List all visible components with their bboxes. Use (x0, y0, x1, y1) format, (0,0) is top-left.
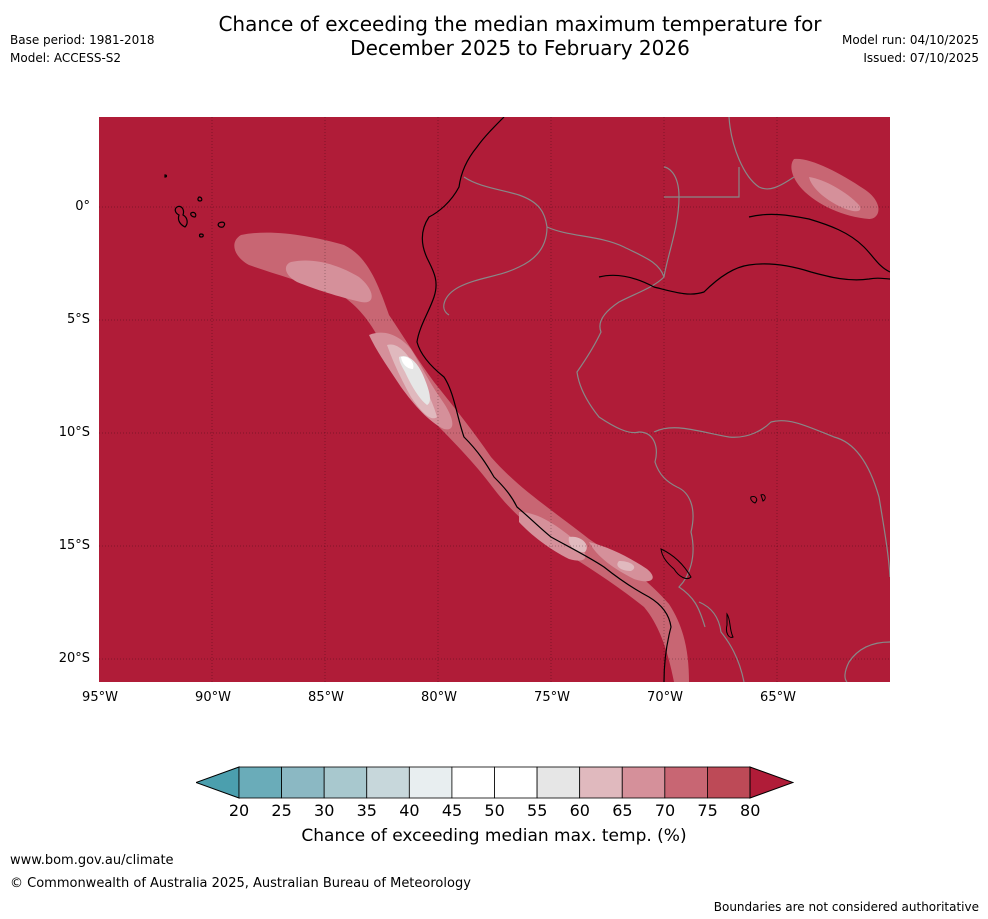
title-line-2: December 2025 to February 2026 (350, 36, 690, 60)
galapagos-islands (164, 174, 226, 238)
colorbar-bins (238, 766, 751, 799)
model-run: Model run: 04/10/2025 (841, 33, 979, 47)
lat-label-15s: 15°S (58, 538, 90, 553)
map-panel (99, 117, 890, 682)
colorbar-bin (494, 766, 538, 799)
meta-right: Model run: 04/10/2025 Issued: 07/10/2025 (842, 31, 979, 67)
cb-tick-45: 45 (441, 801, 463, 820)
cb-tick-70: 70 (654, 801, 676, 820)
lon-label-80w: 80°W (421, 690, 457, 705)
footer-disclaimer: Boundaries are not considered authoritat… (713, 900, 979, 914)
inland-lakes (660, 494, 766, 638)
issued-date: Issued: 07/10/2025 (863, 51, 979, 65)
cb-tick-60: 60 (569, 801, 590, 820)
colorbar-over-arrow (749, 766, 794, 799)
cb-tick-40: 40 (399, 801, 420, 820)
cb-tick-35: 35 (356, 801, 377, 820)
colorbar-under-arrow (196, 766, 240, 799)
colorbar-bin (281, 766, 325, 799)
graticule (99, 117, 890, 682)
footer-url[interactable]: www.bom.gov.au/climate (10, 853, 174, 868)
colorbar-bin (579, 766, 623, 799)
cb-tick-25: 25 (271, 801, 292, 820)
cb-tick-65: 65 (612, 801, 633, 820)
cb-tick-20: 20 (228, 801, 250, 820)
contour-50-55 (401, 356, 414, 369)
lon-label-70w: 70°W (647, 690, 683, 705)
base-period: Base period: 1981-2018 (10, 33, 155, 47)
coastline (416, 117, 890, 682)
model-name: Model: ACCESS-S2 (10, 51, 122, 65)
colorbar-bin (621, 766, 666, 799)
map-background (99, 117, 890, 682)
colorbar (196, 766, 794, 799)
colorbar-bin (451, 766, 495, 799)
colorbar-title: Chance of exceeding median max. temp. (%… (301, 826, 687, 846)
colorbar-bin (707, 766, 751, 799)
title-line-1: Chance of exceeding the median maximum t… (218, 12, 822, 36)
colorbar-bin (366, 766, 410, 799)
colorbar-bin (323, 766, 368, 799)
lat-label-5s: 5°S (66, 312, 90, 327)
cb-tick-75: 75 (697, 801, 718, 820)
lat-label-20s: 20°S (58, 651, 90, 666)
contour-55-60 (399, 355, 430, 405)
lon-label-75w: 75°W (534, 690, 570, 705)
cb-tick-30: 30 (314, 801, 335, 820)
lat-label-0: 0° (75, 199, 90, 214)
meta-left: Base period: 1981-2018 Model: ACCESS-S2 (10, 31, 155, 67)
colorbar-bin (664, 766, 708, 799)
colorbar-bin (408, 766, 453, 799)
footer-copyright: © Commonwealth of Australia 2025, Austra… (10, 876, 471, 891)
cb-tick-80: 80 (740, 801, 761, 820)
lon-label-65w: 65°W (760, 690, 796, 705)
colorbar-bin (238, 766, 282, 799)
colorbar-bin (536, 766, 581, 799)
lon-label-95w: 95°W (82, 690, 118, 705)
cb-tick-55: 55 (527, 801, 548, 820)
lon-label-85w: 85°W (308, 690, 344, 705)
country-borders (443, 117, 890, 682)
chart-title: Chance of exceeding the median maximum t… (0, 12, 988, 60)
cb-tick-50: 50 (484, 801, 505, 820)
lon-label-90w: 90°W (195, 690, 231, 705)
lat-label-10s: 10°S (58, 425, 90, 440)
